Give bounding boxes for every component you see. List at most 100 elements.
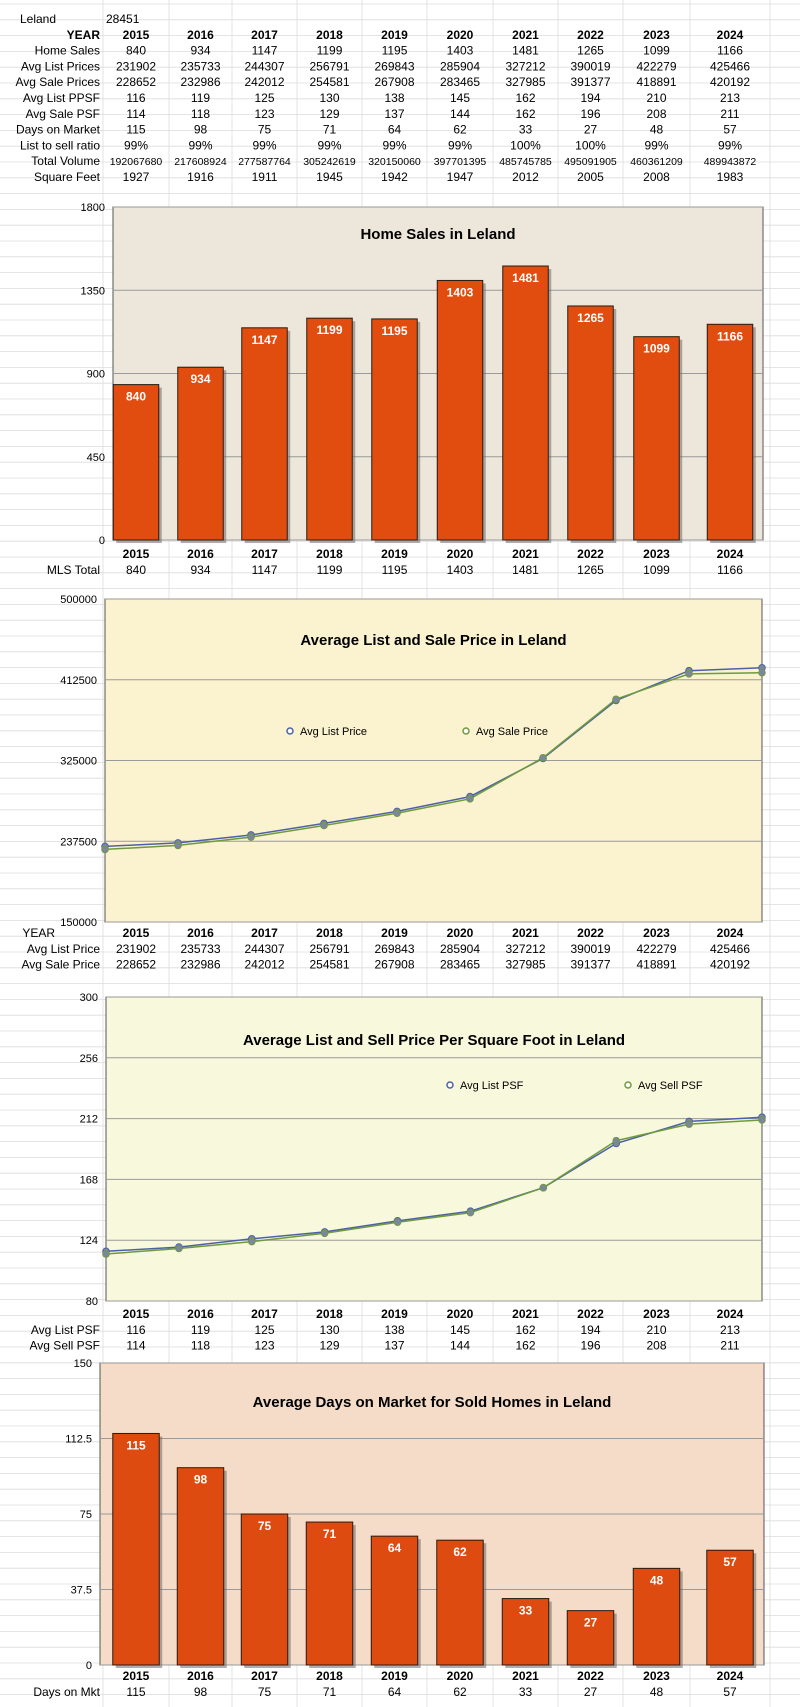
data-point [758,668,766,677]
table-cell: 1403 [447,563,474,577]
data-point [393,1218,402,1227]
x-tick-label: 2016 [187,926,214,940]
legend-label: Avg Sale Price [476,726,548,738]
table-cell: 1911 [252,170,278,184]
legend-marker [446,1081,454,1089]
row-label: Avg List Price [27,942,100,956]
table-cell: 75 [258,123,272,137]
table-header: YEAR [22,926,55,940]
table-cell: 327985 [505,75,545,89]
bar-value-label: 1195 [381,324,407,338]
x-tick-label: 2022 [577,1669,604,1683]
table-cell: 27 [584,123,598,137]
table-cell: 235733 [180,942,220,956]
data-point [174,841,182,850]
x-tick-label: 2017 [251,1307,278,1321]
table-cell: 145 [450,1323,470,1337]
table-row: Avg Sale Prices 228652 232986 242012 254581 2… [16,75,751,89]
data-point [393,809,401,817]
bar-value-label: 62 [453,1545,467,1559]
table-cell: 48 [650,1685,664,1699]
table-cell: 418891 [636,75,676,89]
chart-2-table: YEAR 2015 2016 2017 2018 2019 2020 2021 2022 2023… [22,926,751,972]
table-row: Total Volume 192067680 217608924 277587764 3… [31,154,756,168]
table-cell: 115 [126,123,145,137]
x-tick-label: 2017 [251,926,278,940]
city-value: 28451 [106,12,140,26]
table-cell: 418891 [636,958,676,972]
x-tick-label: 2016 [187,547,214,561]
bar-value-label: 840 [126,390,146,404]
table-cell: 397701395 [434,156,487,168]
chart-4-table: 2015 2016 2017 2018 2019 2020 2021 2022 2023 2024… [33,1669,743,1699]
x-tick-label: 2023 [643,1307,670,1321]
x-tick-label: 2015 [123,1669,150,1683]
y-tick-label: 500000 [60,594,97,606]
chart-title: Average Days on Market for Sold Homes in… [253,1394,612,1411]
table-cell: 138 [384,1323,404,1337]
table-cell: 62 [453,1685,467,1699]
bar-value-label: 1099 [643,342,670,356]
table-cell: 217608924 [174,156,227,168]
bar [176,1467,225,1666]
y-tick-label: 1800 [81,202,105,214]
table-cell: 210 [646,1323,666,1337]
table-cell: 1265 [577,563,604,577]
y-tick-label: 256 [80,1053,98,1065]
bar [305,1521,354,1666]
year-cell: 2022 [577,28,604,42]
table-cell: 1147 [252,44,278,58]
legend-marker [624,1081,632,1089]
chart-title: Average List and Sale Price in Leland [300,632,566,649]
y-tick-label: 112.5 [65,1434,92,1446]
table-cell: 57 [723,123,737,137]
y-tick-label: 37.5 [71,1585,92,1597]
y-tick-label: 124 [80,1235,98,1247]
bar-value-label: 71 [323,1527,337,1541]
table-cell: 130 [319,1323,339,1337]
row-label: Avg Sale Prices [16,75,101,89]
year-cell: 2018 [316,28,343,42]
table-cell: 1166 [717,563,743,577]
table-cell: 192067680 [110,156,163,168]
row-label: Avg List Prices [21,59,100,73]
table-cell: 162 [515,107,535,121]
row-label: Square Feet [34,170,101,184]
table-cell: 138 [384,91,404,105]
table-cell: 114 [126,107,145,121]
y-tick-label: 237500 [60,836,97,848]
x-tick-label: 2021 [512,1307,539,1321]
data-point [247,833,255,841]
table-cell: 115 [126,1685,145,1699]
year-cell: 2017 [251,28,278,42]
table-cell: 267908 [374,958,414,972]
table-cell: 99% [124,138,148,152]
table-cell: 129 [319,1339,339,1353]
table-cell: 391377 [570,75,610,89]
data-point [612,1136,621,1145]
legend-marker [462,727,470,735]
bar-value-label: 115 [126,1438,146,1452]
table-cell: 267908 [374,75,414,89]
y-tick-label: 325000 [60,756,97,768]
data-point [466,1208,475,1217]
table-cell: 1916 [187,170,214,184]
table-cell: 485745785 [499,156,552,168]
table-cell: 327212 [505,942,545,956]
table-cell: 1481 [512,44,539,58]
table-cell: 244307 [244,59,284,73]
table-cell: 420192 [710,75,750,89]
bar-value-label: 48 [650,1573,664,1587]
table-row: Avg List PSF 116 119 125 130 138 145 162 194 210 2… [31,1323,740,1337]
y-tick-label: 300 [80,992,98,1004]
year-cell: 2019 [381,28,408,42]
table-cell: 119 [191,91,210,105]
bar-value-label: 33 [519,1604,533,1618]
bar [112,1432,160,1666]
city-name: Leland [20,12,56,26]
bar [241,327,288,541]
table-cell: 254581 [309,958,349,972]
x-tick-label: 2021 [512,926,539,940]
table-cell: 99% [644,138,668,152]
y-tick-label: 450 [87,452,105,464]
